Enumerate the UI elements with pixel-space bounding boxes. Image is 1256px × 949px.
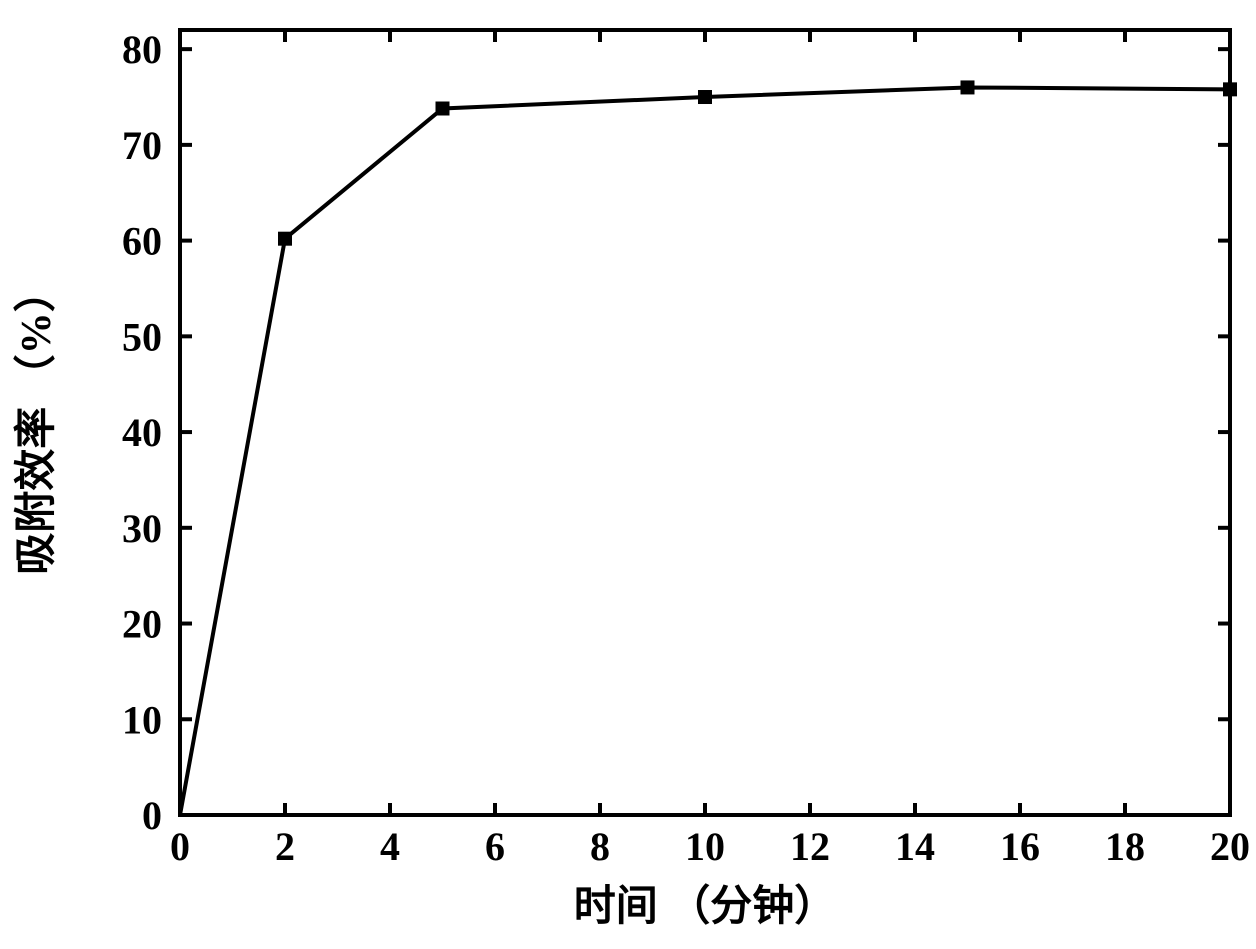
- svg-text:6: 6: [485, 824, 505, 869]
- svg-text:14: 14: [895, 824, 935, 869]
- svg-text:20: 20: [1210, 824, 1250, 869]
- svg-text:60: 60: [122, 219, 162, 264]
- svg-text:12: 12: [790, 824, 830, 869]
- svg-text:2: 2: [275, 824, 295, 869]
- svg-text:0: 0: [170, 824, 190, 869]
- svg-text:时间 （分钟）: 时间 （分钟）: [574, 883, 837, 930]
- svg-text:8: 8: [590, 824, 610, 869]
- svg-text:80: 80: [122, 27, 162, 72]
- svg-text:70: 70: [122, 123, 162, 168]
- svg-text:20: 20: [122, 602, 162, 647]
- svg-text:18: 18: [1105, 824, 1145, 869]
- svg-text:40: 40: [122, 410, 162, 455]
- svg-text:0: 0: [142, 793, 162, 838]
- svg-text:10: 10: [685, 824, 725, 869]
- svg-text:吸附效率 （%）: 吸附效率 （%）: [13, 270, 60, 575]
- svg-text:4: 4: [380, 824, 400, 869]
- chart-svg: 0 2 4 6 8 10 12 14 16 18 20 0 10 20 30 40 50 60 70 80 时间 （分钟…: [0, 0, 1256, 944]
- svg-text:10: 10: [122, 697, 162, 742]
- svg-text:30: 30: [122, 506, 162, 551]
- svg-text:50: 50: [122, 314, 162, 359]
- chart-container: 0 2 4 6 8 10 12 14 16 18 20 0 10 20 30 40 50 60 70 80 时间 （分钟…: [0, 0, 1256, 944]
- svg-text:16: 16: [1000, 824, 1040, 869]
